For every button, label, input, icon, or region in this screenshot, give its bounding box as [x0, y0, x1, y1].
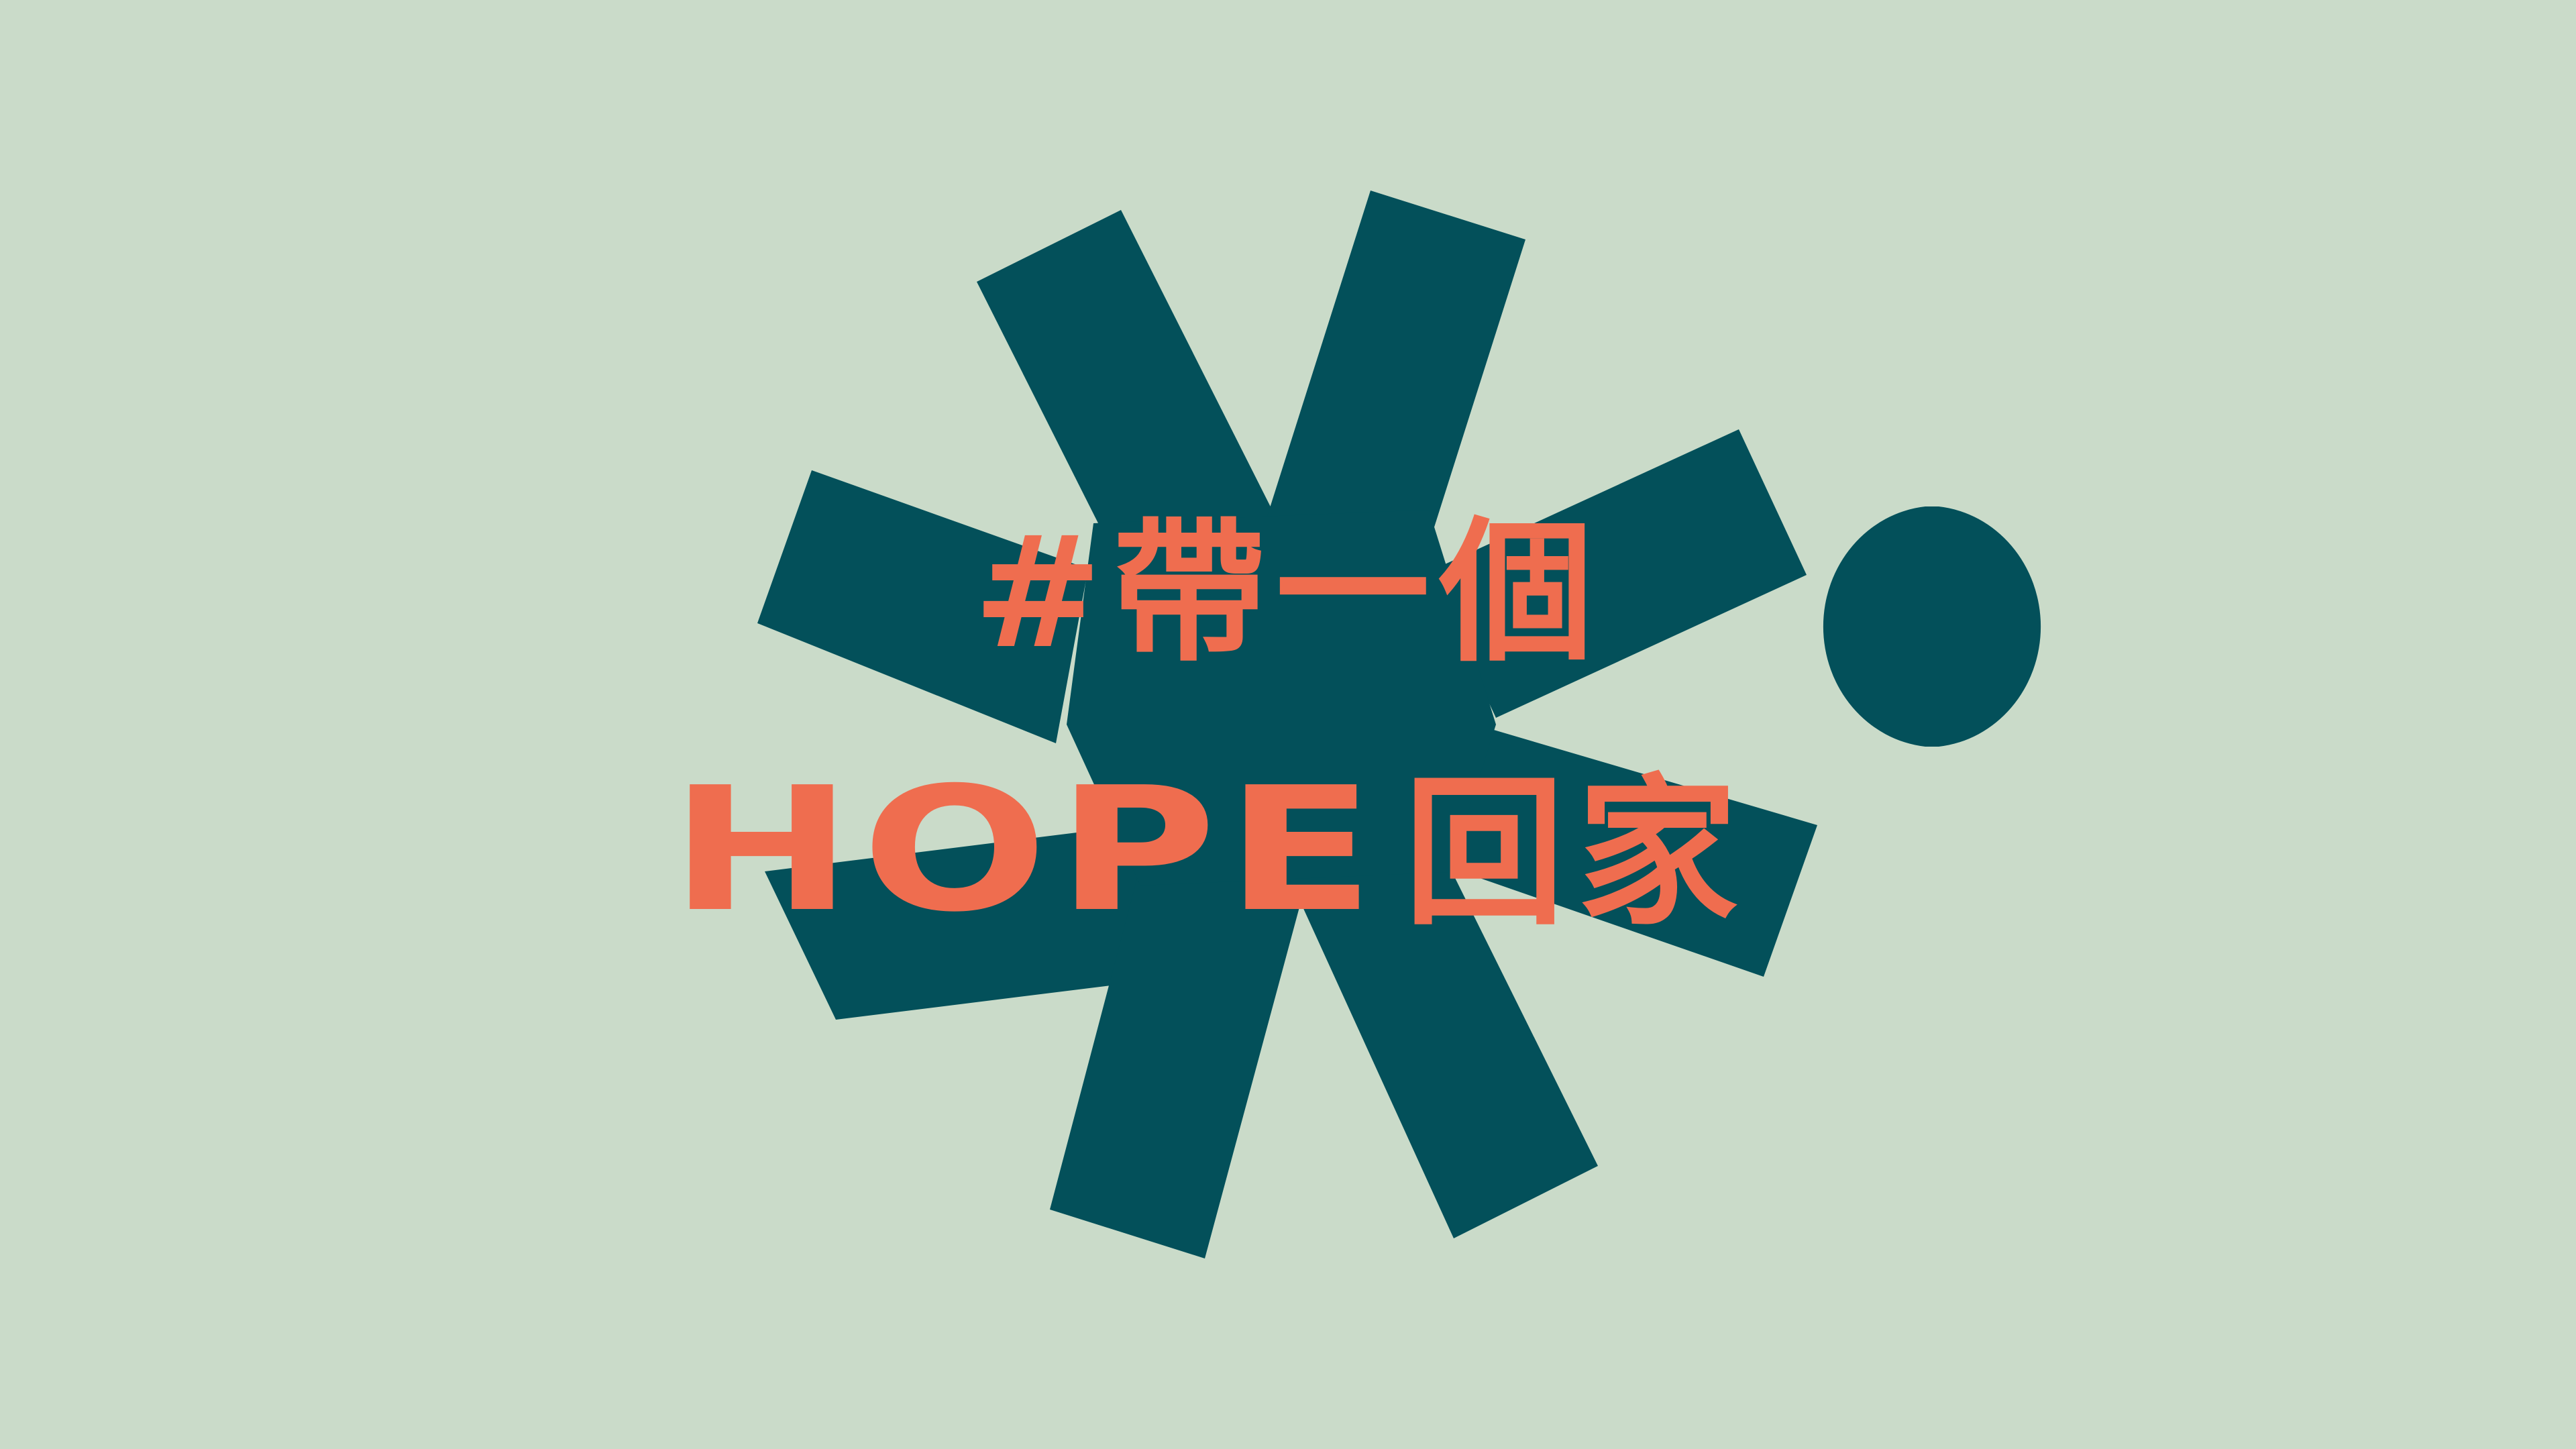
asterisk-arm-bottom-right [1275, 805, 1598, 1238]
headline-line-2: HOPE 回家 [0, 765, 2576, 936]
asterisk-arm-lower-left [765, 825, 1175, 1020]
period-dot [1823, 506, 2041, 747]
asterisk-arm-left [757, 470, 1088, 743]
asterisk-arm-upper-left [977, 210, 1291, 621]
asterisk-center [1067, 510, 1496, 885]
headline-line-1: #帶一個 [973, 504, 1603, 683]
asterisk-arm-bottom [1050, 825, 1322, 1258]
asterisk-arm-upper-right [1260, 191, 1525, 586]
headline-tail-word: 回家 [1403, 759, 1750, 947]
headline-hope-word: HOPE [669, 751, 1384, 950]
asterisk-arm-right [1428, 429, 1807, 718]
asterisk-arm-lower-right [1436, 718, 1817, 977]
